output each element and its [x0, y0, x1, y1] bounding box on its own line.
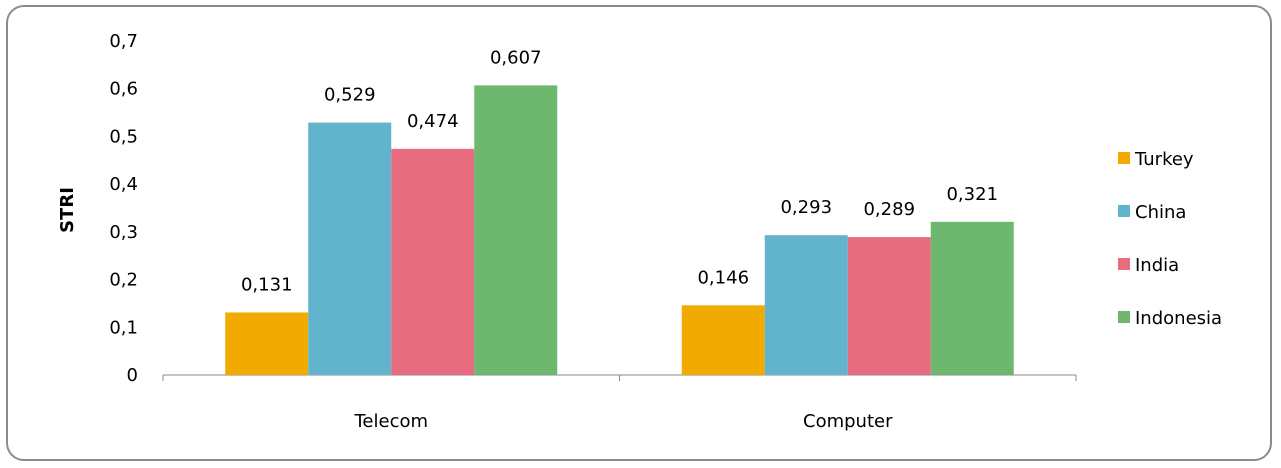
legend-label: Turkey [1134, 149, 1194, 170]
data-label: 0,293 [780, 197, 832, 218]
legend: Turkey China India Indonesia [1118, 149, 1222, 329]
data-label: 0,474 [407, 111, 459, 132]
y-tick-label: 0,2 [109, 270, 138, 291]
bar-turkey [681, 305, 765, 375]
y-tick-label: 0 [127, 365, 138, 386]
y-tick-label: 0,5 [109, 126, 138, 147]
data-label: 0,131 [241, 274, 293, 295]
bar-indonesia [474, 85, 558, 376]
y-tick-label: 0,6 [109, 79, 138, 100]
data-label: 0,321 [946, 184, 998, 205]
data-labels: 0,131 0,529 0,474 0,607 0,146 0,293 0,289 0,321 [241, 47, 998, 295]
legend-swatch-china [1118, 205, 1130, 217]
y-tick-label: 0,4 [109, 174, 138, 195]
y-tick-label: 0,3 [109, 222, 138, 243]
legend-label: Indonesia [1135, 308, 1222, 329]
data-label: 0,146 [697, 267, 749, 288]
x-category-label: Telecom [353, 411, 428, 432]
data-label: 0,289 [863, 199, 915, 220]
bar-china [764, 235, 848, 375]
y-tick-label: 0,7 [109, 31, 138, 52]
bars [225, 85, 1014, 376]
bar-india [847, 237, 931, 375]
y-tick-label: 0,1 [109, 317, 138, 338]
data-label: 0,529 [324, 85, 376, 106]
y-axis-label: STRI [57, 187, 78, 233]
legend-label: India [1135, 255, 1179, 276]
chart-frame [6, 5, 1272, 461]
bar-china [308, 122, 392, 375]
legend-swatch-turkey [1118, 152, 1130, 164]
data-label: 0,607 [490, 47, 542, 68]
x-category-label: Computer [803, 411, 893, 432]
legend-label: China [1135, 202, 1186, 223]
bar-turkey [225, 312, 309, 375]
bar-indonesia [930, 221, 1014, 375]
legend-swatch-india [1118, 258, 1130, 270]
bar-india [391, 148, 475, 375]
legend-swatch-indonesia [1118, 311, 1130, 323]
